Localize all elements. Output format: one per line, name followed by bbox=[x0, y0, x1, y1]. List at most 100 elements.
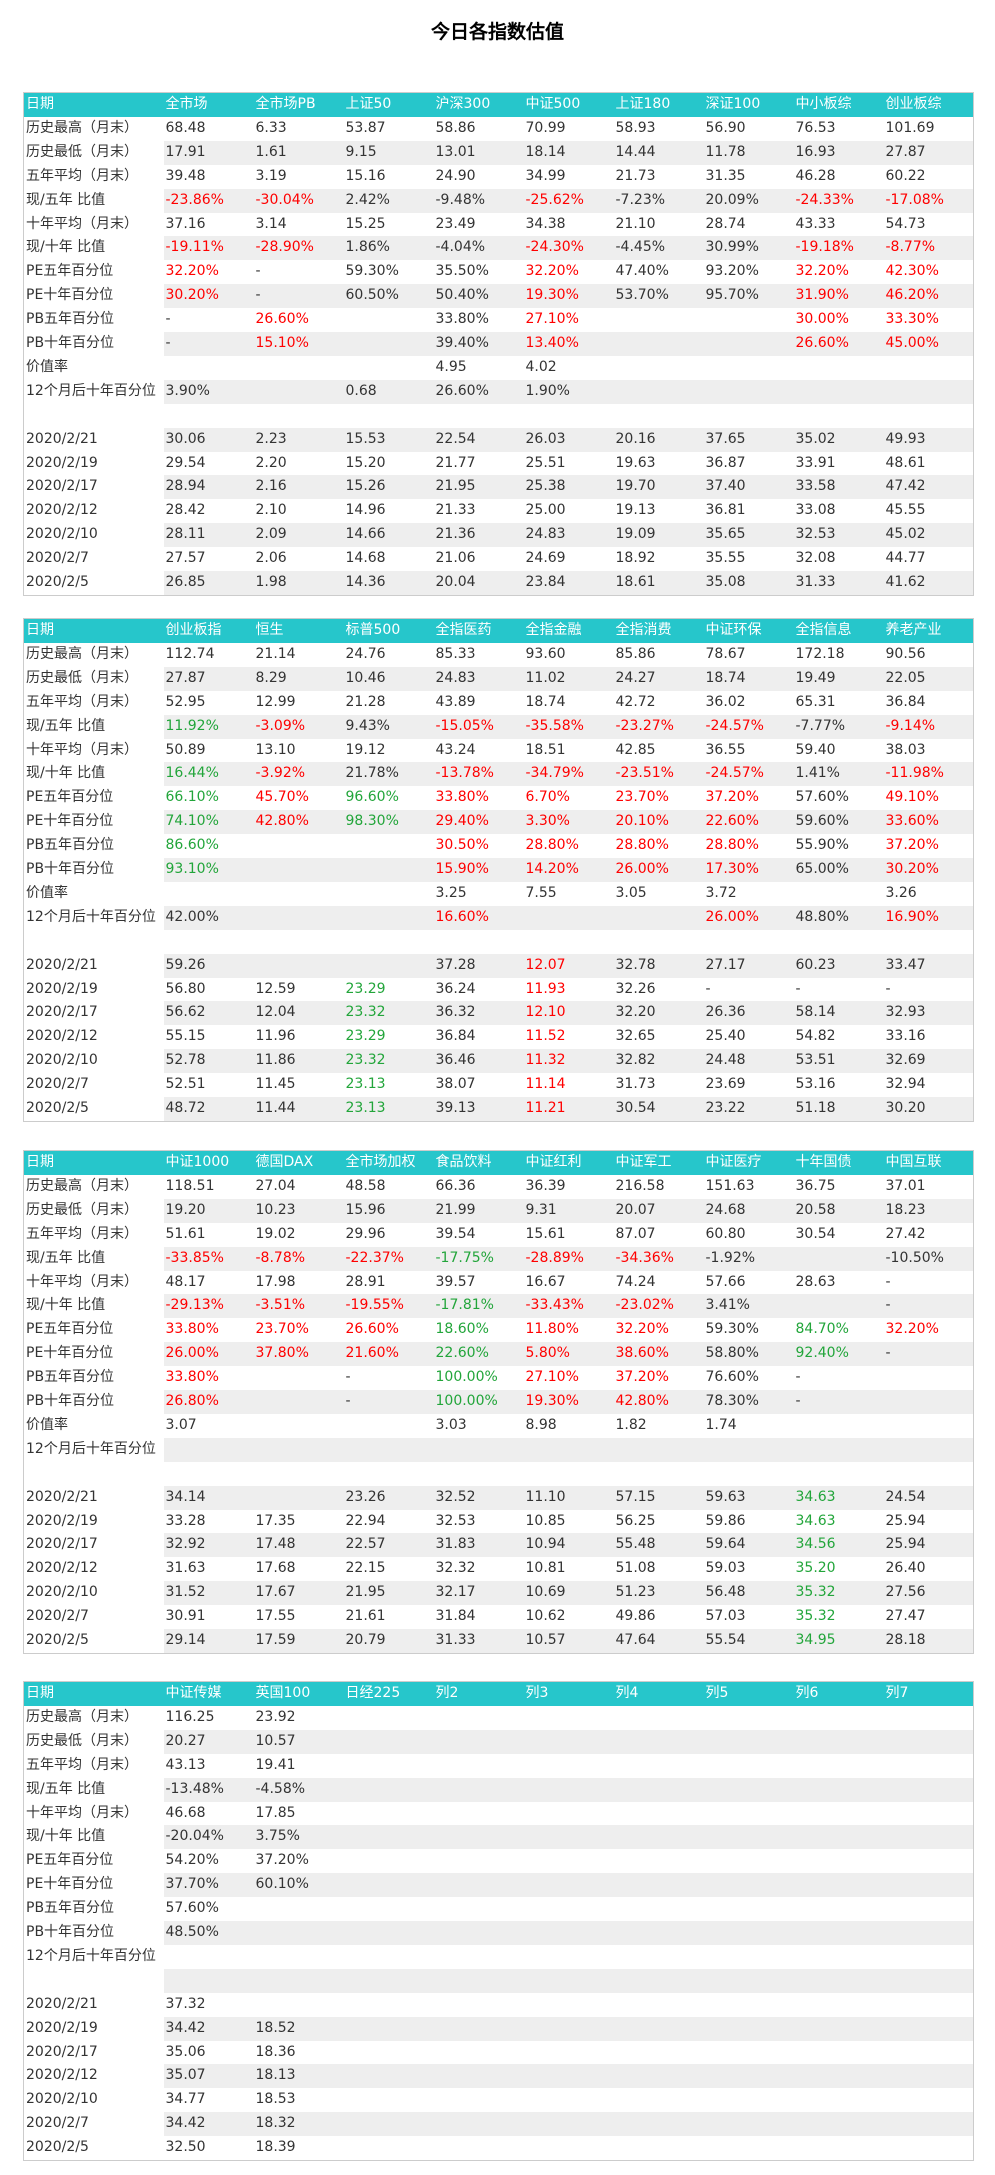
table-cell bbox=[614, 308, 704, 332]
table-cell: - bbox=[885, 1273, 891, 1290]
table-cell: 24.68 bbox=[705, 1201, 746, 1218]
row-label: 2020/2/12 bbox=[23, 2064, 164, 2089]
table-cell: 37.20% bbox=[705, 789, 759, 806]
table-row: PE十年百分位 37.70% 60.10% bbox=[23, 1873, 974, 1898]
row-label: PB五年百分位 bbox=[23, 1897, 164, 1922]
table-cell bbox=[524, 2064, 614, 2088]
table-cell bbox=[434, 1897, 524, 1921]
table-cell: 41.62 bbox=[885, 574, 926, 591]
table-cell: 32.82 bbox=[615, 1052, 656, 1069]
table-cell bbox=[434, 404, 524, 428]
column-header: 食品饮料 bbox=[433, 1150, 524, 1175]
column-header: 创业板综 bbox=[883, 92, 974, 117]
table-cell: 30.99% bbox=[705, 239, 759, 256]
table-cell: 57.15 bbox=[615, 1488, 656, 1505]
table-cell bbox=[884, 1414, 974, 1438]
table-cell: 39.40% bbox=[435, 335, 489, 352]
table-cell: 29.54 bbox=[165, 454, 206, 471]
row-label: PE五年百分位 bbox=[23, 786, 164, 811]
table-cell: 16.44% bbox=[165, 765, 219, 782]
table-cell: 49.93 bbox=[885, 430, 926, 447]
table-cell: 27.10% bbox=[525, 311, 579, 328]
table-cell: 58.14 bbox=[795, 1004, 836, 1021]
table-cell: 74.10% bbox=[165, 813, 219, 830]
table-cell: 46.68 bbox=[165, 1804, 206, 1821]
table-row: 五年平均（月末） 51.61 19.02 29.96 39.54 15.61 87.07 60… bbox=[23, 1222, 974, 1247]
table-cell: 43.33 bbox=[795, 215, 836, 232]
table-cell: 16.93 bbox=[795, 143, 836, 160]
table-cell: 18.51 bbox=[525, 741, 566, 758]
table-row: 2020/2/7 27.57 2.06 14.68 21.06 24.69 18.92 35.… bbox=[23, 547, 974, 572]
table-cell: 55.48 bbox=[615, 1536, 656, 1553]
table-cell: 56.62 bbox=[165, 1004, 206, 1021]
table-cell bbox=[344, 1993, 434, 2017]
table-cell: 18.36 bbox=[255, 2043, 296, 2060]
table-cell bbox=[254, 834, 344, 858]
table-cell: 2.10 bbox=[255, 502, 287, 519]
table-cell: 48.72 bbox=[165, 1100, 206, 1117]
table-cell: 26.03 bbox=[525, 430, 566, 447]
table-row bbox=[23, 1461, 974, 1486]
table-cell bbox=[884, 1390, 974, 1414]
table-row: 历史最高（月末） 68.48 6.33 53.87 58.86 70.99 58.93 56.… bbox=[23, 116, 974, 141]
table-cell: 3.25 bbox=[435, 884, 467, 901]
table-cell: -9.48% bbox=[435, 191, 486, 208]
table-cell: 16.90% bbox=[885, 908, 939, 925]
table-cell bbox=[614, 2088, 704, 2112]
table-cell: 28.80% bbox=[615, 837, 669, 854]
table-cell: 1.90% bbox=[525, 382, 570, 399]
row-label: 2020/2/19 bbox=[23, 1509, 164, 1534]
table-cell: 23.29 bbox=[345, 1028, 386, 1045]
table-cell bbox=[884, 930, 974, 954]
table-cell: -15.05% bbox=[435, 717, 494, 734]
table-cell: 23.84 bbox=[525, 574, 566, 591]
table-row: 2020/2/12 35.07 18.13 bbox=[23, 2064, 974, 2089]
column-header: 全市场 bbox=[163, 92, 254, 117]
table-cell bbox=[344, 2088, 434, 2112]
column-header: 列7 bbox=[883, 1681, 974, 1706]
table-cell: 38.60% bbox=[615, 1345, 669, 1362]
table-cell: 11.02 bbox=[525, 669, 566, 686]
table-cell bbox=[614, 930, 704, 954]
table-cell: 20.09% bbox=[705, 191, 759, 208]
table-cell: 45.70% bbox=[255, 789, 309, 806]
table-row: 十年平均（月末） 48.17 17.98 28.91 39.57 16.67 74.24 57… bbox=[23, 1270, 974, 1295]
table-cell: 9.43% bbox=[345, 717, 390, 734]
table-row: PB五年百分位 57.60% bbox=[23, 1897, 974, 1922]
table-cell bbox=[884, 2112, 974, 2136]
table-cell: -35.58% bbox=[525, 717, 584, 734]
table-row: 现/五年 比值 11.92% -3.09% 9.43% -15.05% -35.58% -2… bbox=[23, 714, 974, 739]
table-cell: 16.60% bbox=[435, 908, 489, 925]
table-header-row: 日期 全市场 全市场PB 上证50 沪深300 中证500 上证180 深证100 中小板综 创业… bbox=[23, 92, 974, 117]
table-cell: 87.07 bbox=[615, 1225, 656, 1242]
table-cell bbox=[524, 1969, 614, 1993]
table-cell bbox=[344, 1849, 434, 1873]
table-cell: 60.10% bbox=[255, 1876, 309, 1893]
table-cell: 17.55 bbox=[255, 1608, 296, 1625]
row-label: 五年平均（月末） bbox=[23, 690, 164, 715]
table-row: 十年平均（月末） 46.68 17.85 bbox=[23, 1801, 974, 1826]
table-cell bbox=[794, 1969, 884, 1993]
table-cell: 100.00% bbox=[435, 1369, 498, 1386]
table-cell: -7.77% bbox=[795, 717, 846, 734]
table-cell: 26.60% bbox=[255, 311, 309, 328]
table-cell: 19.13 bbox=[615, 502, 656, 519]
table-cell: - bbox=[885, 1345, 891, 1362]
table-cell: 34.95 bbox=[795, 1632, 836, 1649]
table-cell: 3.30% bbox=[525, 813, 570, 830]
table-cell: 35.08 bbox=[705, 574, 746, 591]
table-row: PE五年百分位 33.80% 23.70% 26.60% 18.60% 11.80% 32.… bbox=[23, 1318, 974, 1343]
table-cell: 1.86% bbox=[345, 239, 390, 256]
table-cell: 27.87 bbox=[885, 143, 926, 160]
date-column-header: 日期 bbox=[23, 92, 164, 117]
table-cell: 10.62 bbox=[525, 1608, 566, 1625]
table-cell: 47.40% bbox=[615, 263, 669, 280]
table-cell: 15.25 bbox=[345, 215, 386, 232]
row-label: PB十年百分位 bbox=[23, 1921, 164, 1945]
table-cell: 32.32 bbox=[435, 1560, 476, 1577]
table-cell: 21.61 bbox=[345, 1608, 386, 1625]
table-cell bbox=[884, 2136, 974, 2160]
table-cell: 35.32 bbox=[795, 1584, 836, 1601]
table-cell bbox=[254, 1993, 344, 2017]
table-cell: 28.80% bbox=[525, 837, 579, 854]
